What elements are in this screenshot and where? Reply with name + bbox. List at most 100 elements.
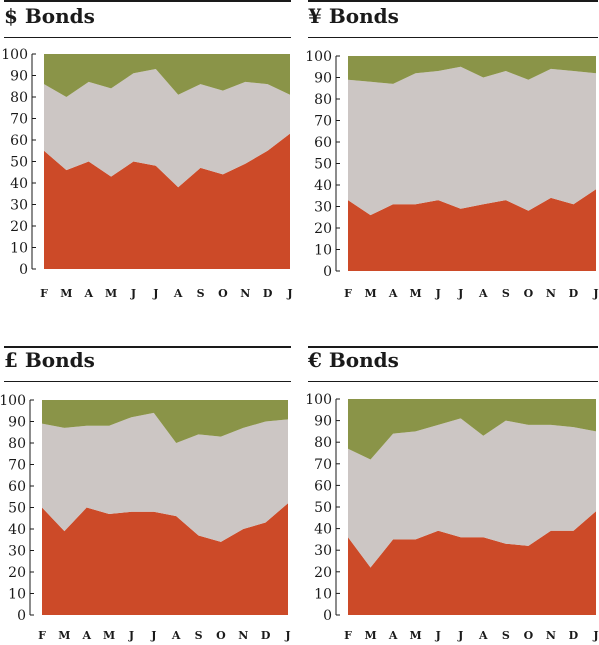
x-tick-label: J xyxy=(150,629,156,642)
x-tick-label: M xyxy=(58,629,70,642)
area-band-3 xyxy=(348,56,596,84)
x-tick-label: O xyxy=(524,629,534,642)
y-tick-label: 40 xyxy=(314,522,332,538)
y-tick-label: 30 xyxy=(10,198,28,214)
x-tick-label: D xyxy=(569,287,579,300)
area-band-2 xyxy=(348,418,596,568)
y-tick-label: 10 xyxy=(314,586,332,602)
x-tick-label: N xyxy=(546,629,556,642)
y-tick-label: 10 xyxy=(314,243,332,259)
x-tick-label: M xyxy=(410,629,422,642)
x-tick-label: A xyxy=(478,287,488,300)
x-tick-label: S xyxy=(502,629,510,642)
panel-title: € Bonds xyxy=(308,348,399,372)
area-band-1 xyxy=(42,503,288,615)
x-tick-label: J xyxy=(128,629,134,642)
y-tick-label: 80 xyxy=(314,435,332,451)
y-tick-label: 30 xyxy=(8,544,26,560)
y-tick-label: 50 xyxy=(8,501,26,517)
x-tick-label: J xyxy=(435,629,441,642)
y-tick-label: 90 xyxy=(314,414,332,430)
x-tick-label: M xyxy=(60,287,72,300)
panel-top-rule xyxy=(308,0,598,2)
area-band-2 xyxy=(42,412,288,542)
y-tick-label: 80 xyxy=(10,90,28,106)
x-tick-label: F xyxy=(344,629,352,642)
y-tick-label: 40 xyxy=(10,176,28,192)
y-tick-label: 10 xyxy=(10,241,28,257)
panel-title: £ Bonds xyxy=(4,348,95,372)
y-tick-label: 50 xyxy=(10,155,28,171)
x-tick-label: S xyxy=(502,287,510,300)
y-tick-label: 90 xyxy=(8,415,26,431)
x-tick-label: D xyxy=(569,629,579,642)
y-tick-label: 70 xyxy=(8,458,26,474)
y-tick-label: 40 xyxy=(314,178,332,194)
panel-top-rule xyxy=(308,346,598,348)
x-tick-label: J xyxy=(152,287,158,300)
y-tick-label: 70 xyxy=(10,112,28,128)
x-tick-label: S xyxy=(195,629,203,642)
x-tick-label: J xyxy=(457,629,463,642)
area-band-3 xyxy=(44,54,290,97)
x-tick-label: D xyxy=(263,287,273,300)
x-tick-label: A xyxy=(388,287,398,300)
x-tick-label: A xyxy=(173,287,183,300)
y-tick-label: 60 xyxy=(314,135,332,151)
y-tick-label: 70 xyxy=(314,457,332,473)
area-band-1 xyxy=(348,189,596,271)
x-tick-label: D xyxy=(261,629,271,642)
y-tick-label: 30 xyxy=(314,200,332,216)
panel-top-rule xyxy=(4,0,291,2)
y-tick-label: 20 xyxy=(8,565,26,581)
x-tick-label: J xyxy=(284,629,290,642)
y-tick-label: 100 xyxy=(0,393,26,409)
x-tick-label: S xyxy=(197,287,205,300)
x-tick-label: M xyxy=(364,629,376,642)
y-tick-label: 60 xyxy=(8,479,26,495)
x-tick-label: F xyxy=(38,629,46,642)
y-tick-label: 0 xyxy=(19,262,28,278)
x-tick-label: N xyxy=(546,287,556,300)
y-tick-label: 70 xyxy=(314,114,332,130)
area-band-3 xyxy=(42,400,288,443)
y-tick-label: 20 xyxy=(10,219,28,235)
x-tick-label: J xyxy=(130,287,136,300)
x-tick-label: A xyxy=(81,629,91,642)
area-band-1 xyxy=(348,511,596,615)
area-band-2 xyxy=(44,69,290,188)
y-tick-label: 0 xyxy=(323,608,332,624)
x-tick-label: J xyxy=(592,287,598,300)
x-tick-label: A xyxy=(171,629,181,642)
y-tick-label: 90 xyxy=(314,71,332,87)
y-tick-label: 80 xyxy=(314,92,332,108)
x-tick-label: N xyxy=(238,629,248,642)
y-tick-label: 30 xyxy=(314,543,332,559)
y-tick-label: 60 xyxy=(314,478,332,494)
x-tick-label: M xyxy=(103,629,115,642)
y-tick-label: 0 xyxy=(17,608,26,624)
panel-title-rule xyxy=(308,37,598,38)
panel-title-rule xyxy=(4,37,291,38)
y-tick-label: 20 xyxy=(314,221,332,237)
x-tick-label: F xyxy=(40,287,48,300)
panel-title: $ Bonds xyxy=(4,4,95,28)
y-tick-label: 60 xyxy=(10,133,28,149)
x-tick-label: O xyxy=(218,287,228,300)
panel-top-rule xyxy=(4,346,291,348)
y-tick-label: 80 xyxy=(8,436,26,452)
x-tick-label: O xyxy=(216,629,226,642)
x-tick-label: J xyxy=(286,287,292,300)
area-band-3 xyxy=(348,399,596,460)
y-tick-label: 100 xyxy=(1,47,28,63)
x-tick-label: N xyxy=(240,287,250,300)
panel-title-rule xyxy=(4,381,291,382)
x-tick-label: A xyxy=(388,629,398,642)
x-tick-label: J xyxy=(457,287,463,300)
x-tick-label: A xyxy=(478,629,488,642)
y-tick-label: 10 xyxy=(8,587,26,603)
